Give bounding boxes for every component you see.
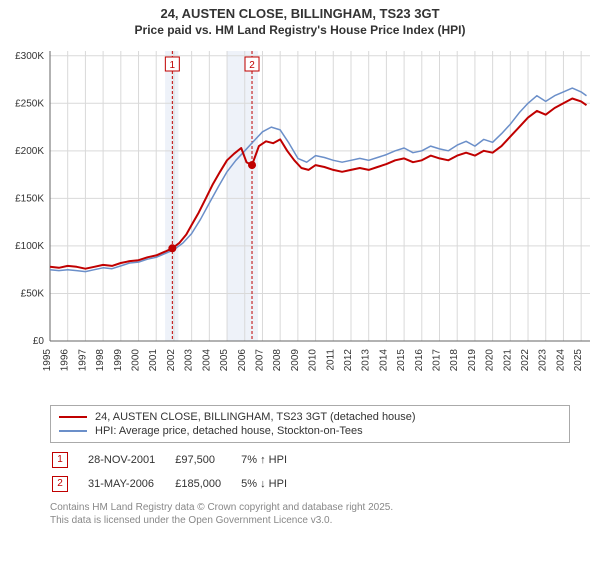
svg-text:£200K: £200K — [15, 146, 44, 157]
svg-text:1995: 1995 — [42, 348, 53, 371]
footer-line2: This data is licensed under the Open Gov… — [50, 515, 332, 526]
svg-text:1996: 1996 — [60, 348, 71, 371]
svg-text:2010: 2010 — [308, 348, 319, 371]
svg-text:2020: 2020 — [485, 348, 496, 371]
footer-line1: Contains HM Land Registry data © Crown c… — [50, 502, 393, 513]
svg-text:2006: 2006 — [237, 348, 248, 371]
svg-text:1998: 1998 — [95, 348, 106, 371]
svg-text:1999: 1999 — [113, 348, 124, 371]
marker-delta: 7% ↑ HPI — [241, 449, 305, 471]
svg-text:2011: 2011 — [325, 348, 336, 370]
marker-date: 28-NOV-2001 — [88, 449, 173, 471]
svg-text:2017: 2017 — [432, 348, 443, 371]
svg-text:2018: 2018 — [449, 348, 460, 371]
svg-text:2004: 2004 — [201, 348, 212, 371]
svg-text:£250K: £250K — [15, 98, 44, 109]
svg-text:2008: 2008 — [272, 348, 283, 371]
legend-swatch — [59, 430, 87, 432]
line-chart-svg: £0 £50K £100K £150K £200K £250K £300K 1995 1996 1… — [0, 41, 600, 401]
svg-text:2015: 2015 — [396, 348, 407, 371]
legend-label: 24, AUSTEN CLOSE, BILLINGHAM, TS23 3GT (… — [95, 411, 416, 423]
svg-text:£300K: £300K — [15, 51, 44, 62]
svg-text:2023: 2023 — [538, 348, 549, 371]
svg-text:2014: 2014 — [378, 348, 389, 371]
svg-text:2025: 2025 — [573, 348, 584, 371]
svg-text:1997: 1997 — [77, 348, 88, 371]
svg-text:2012: 2012 — [343, 348, 354, 371]
chart-area: £0 £50K £100K £150K £200K £250K £300K 1995 1996 1… — [0, 41, 600, 401]
marker-row: 2 31-MAY-2006 £185,000 5% ↓ HPI — [52, 473, 305, 495]
legend-item: HPI: Average price, detached house, Stoc… — [59, 424, 561, 438]
legend-label: HPI: Average price, detached house, Stoc… — [95, 425, 363, 437]
marker-badge: 2 — [52, 476, 68, 492]
marker-row: 1 28-NOV-2001 £97,500 7% ↑ HPI — [52, 449, 305, 471]
svg-text:2001: 2001 — [148, 348, 159, 371]
chart-title-line2: Price paid vs. HM Land Registry's House … — [0, 23, 600, 37]
marker-date: 31-MAY-2006 — [88, 473, 173, 495]
marker-table: 1 28-NOV-2001 £97,500 7% ↑ HPI 2 31-MAY-… — [50, 447, 307, 497]
marker-badge: 1 — [52, 452, 68, 468]
svg-text:£150K: £150K — [15, 193, 44, 204]
legend-swatch — [59, 416, 87, 418]
svg-text:2022: 2022 — [520, 348, 531, 371]
svg-text:2: 2 — [249, 60, 255, 71]
svg-text:2007: 2007 — [254, 348, 265, 371]
svg-text:2013: 2013 — [361, 348, 372, 371]
svg-text:£50K: £50K — [21, 288, 45, 299]
marker-price: £185,000 — [175, 473, 239, 495]
svg-text:2016: 2016 — [414, 348, 425, 371]
svg-text:2009: 2009 — [290, 348, 301, 371]
svg-text:2024: 2024 — [555, 348, 566, 371]
svg-text:2000: 2000 — [131, 348, 142, 371]
svg-text:2002: 2002 — [166, 348, 177, 371]
chart-title-line1: 24, AUSTEN CLOSE, BILLINGHAM, TS23 3GT — [0, 6, 600, 23]
marker-price: £97,500 — [175, 449, 239, 471]
svg-text:2005: 2005 — [219, 348, 230, 371]
legend: 24, AUSTEN CLOSE, BILLINGHAM, TS23 3GT (… — [50, 405, 570, 443]
footer-attribution: Contains HM Land Registry data © Crown c… — [50, 501, 570, 527]
svg-text:2003: 2003 — [184, 348, 195, 371]
legend-item: 24, AUSTEN CLOSE, BILLINGHAM, TS23 3GT (… — [59, 410, 561, 424]
svg-text:£0: £0 — [33, 336, 45, 347]
marker-delta: 5% ↓ HPI — [241, 473, 305, 495]
svg-text:£100K: £100K — [15, 241, 44, 252]
svg-text:2019: 2019 — [467, 348, 478, 371]
svg-text:1: 1 — [170, 60, 176, 71]
svg-text:2021: 2021 — [502, 348, 513, 371]
